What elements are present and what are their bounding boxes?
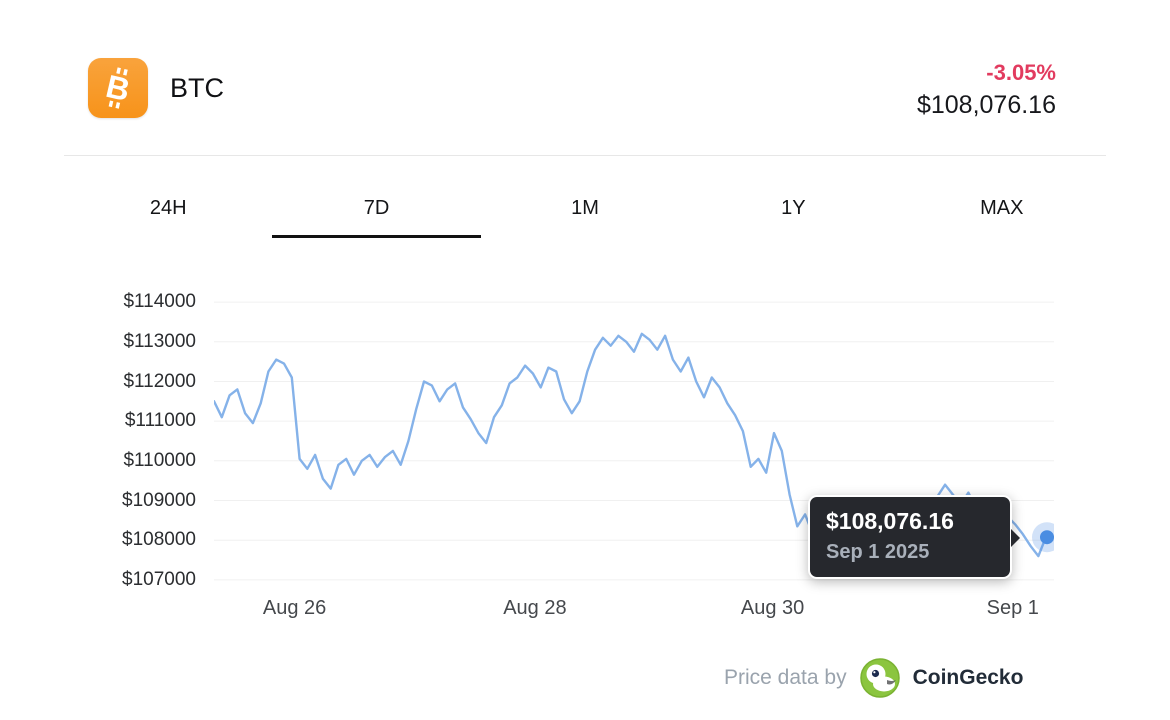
svg-text:B: B <box>103 68 134 108</box>
price-change-percent: -3.05% <box>986 60 1056 85</box>
y-axis-tick-label: $109000 <box>122 489 196 511</box>
bitcoin-b-glyph: B <box>103 67 134 109</box>
y-axis-tick-label: $110000 <box>123 449 196 471</box>
price-tooltip: $108,076.16 Sep 1 2025 <box>808 495 1020 579</box>
x-axis-tick-label: Aug 30 <box>740 597 805 619</box>
x-axis: Aug 26 Aug 28 Aug 30 Sep 1 <box>214 597 1054 627</box>
y-axis-tick-label: $108000 <box>122 529 196 551</box>
x-axis-tick-label: Sep 1 <box>986 597 1039 619</box>
tab-7d[interactable]: 7D <box>272 182 481 238</box>
bitcoin-icon: B <box>88 58 148 118</box>
header-divider <box>64 155 1106 156</box>
tooltip-date: Sep 1 2025 <box>826 541 930 563</box>
y-axis-tick-label: $112000 <box>123 370 196 392</box>
y-axis-tick-label: $107000 <box>122 568 196 590</box>
time-range-tabs: 24H 7D 1M 1Y MAX <box>64 182 1106 238</box>
coingecko-logo-icon <box>859 658 900 698</box>
current-price: $108,076.16 <box>916 91 1056 119</box>
coingecko-brand-name: CoinGecko <box>912 666 1024 689</box>
x-axis-tick-label: Aug 26 <box>262 597 327 619</box>
y-axis: $114000 $113000 $112000 $111000 $110000 $1090… <box>64 285 196 595</box>
tab-1y[interactable]: 1Y <box>781 197 806 219</box>
y-axis-tick-label: $114000 <box>123 291 196 313</box>
attribution-text: Price data by <box>724 666 847 689</box>
tab-24h[interactable]: 24H <box>149 197 187 219</box>
y-axis-tick-label: $113000 <box>123 330 196 352</box>
price-metrics: -3.05% $108,076.16 <box>917 60 1056 120</box>
y-axis-tick-label: $111000 <box>124 410 196 432</box>
tab-1m[interactable]: 1M <box>571 197 599 219</box>
tab-max[interactable]: MAX <box>980 197 1024 219</box>
coin-symbol: BTC <box>170 73 224 103</box>
x-axis-tick-label: Aug 28 <box>503 597 567 619</box>
price-line-chart[interactable]: $114000 $113000 $112000 $111000 $110000 $1090… <box>64 285 1106 645</box>
attribution-footer: Price data by CoinGecko <box>724 655 1023 701</box>
tooltip-price: $108,076.16 <box>826 508 954 534</box>
